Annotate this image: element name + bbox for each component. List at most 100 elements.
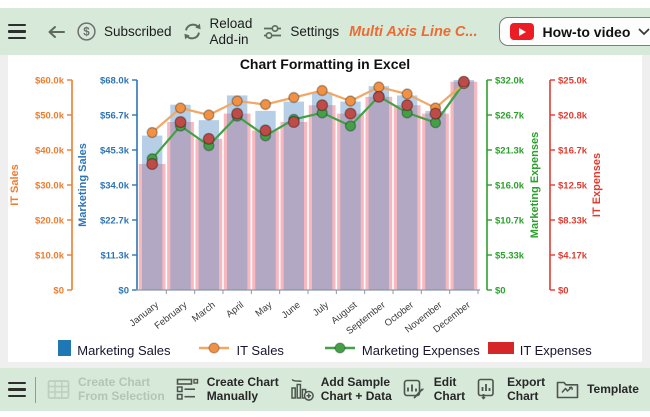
export-chart-label: Export Chart bbox=[507, 376, 545, 402]
svg-text:$0: $0 bbox=[558, 286, 569, 297]
bottom-toolbar: Create Chart From Selection Create Chart… bbox=[0, 368, 650, 411]
create-chart-manually-label: Create Chart Manually bbox=[207, 376, 279, 402]
multi-axis-chart: Chart Formatting in Excel $60.0k $50.0k $40… bbox=[9, 56, 603, 337]
label-line2: Chart + Data bbox=[320, 388, 392, 403]
markers-it-sales bbox=[146, 77, 470, 139]
create-chart-from-selection-button: Create Chart From Selection bbox=[45, 376, 165, 403]
svg-text:$45.3k: $45.3k bbox=[100, 146, 130, 157]
bars-marketing-sales bbox=[141, 80, 475, 290]
label-line2: From Selection bbox=[78, 388, 165, 403]
edit-chart-label: Edit Chart bbox=[434, 376, 465, 402]
edit-chart-button[interactable]: Edit Chart bbox=[401, 376, 465, 403]
legend-swatch-it-expenses bbox=[487, 340, 514, 361]
howto-video-label: How-to video bbox=[542, 23, 631, 40]
svg-text:June: June bbox=[280, 300, 303, 321]
chevron-down-icon bbox=[638, 28, 650, 35]
settings-sliders-icon bbox=[264, 24, 282, 39]
svg-text:July: July bbox=[311, 300, 331, 319]
template-label: Template bbox=[587, 381, 639, 396]
svg-text:Marketing Sales: Marketing Sales bbox=[77, 143, 89, 227]
reload-addin-button[interactable]: Reload Add-in bbox=[182, 16, 253, 47]
reload-label-line2: Add-in bbox=[209, 31, 249, 47]
bottom-menu-icon[interactable] bbox=[8, 381, 26, 398]
svg-text:$30.0k: $30.0k bbox=[35, 181, 65, 192]
create-chart-from-selection-label: Create Chart From Selection bbox=[78, 376, 165, 402]
svg-text:$0: $0 bbox=[495, 286, 506, 297]
svg-text:Marketing Expenses: Marketing Expenses bbox=[529, 132, 541, 238]
settings-button[interactable]: Settings bbox=[262, 23, 339, 41]
chart-title: Chart Formatting in Excel bbox=[240, 56, 410, 72]
label-line2: Chart bbox=[433, 388, 466, 403]
template-button[interactable]: Template bbox=[554, 376, 639, 403]
menu-icon[interactable] bbox=[8, 23, 26, 40]
export-chart-icon bbox=[477, 378, 494, 400]
axis-it-expenses: $25.0k $20.8k $16.7k $12.5k $8.33k $4.17k $0 IT… bbox=[549, 76, 603, 297]
svg-text:$25.0k: $25.0k bbox=[558, 76, 588, 87]
svg-text:$50.0k: $50.0k bbox=[35, 111, 65, 122]
bottom-white-strip bbox=[0, 411, 650, 417]
svg-text:$68.0k: $68.0k bbox=[100, 76, 130, 87]
app-title: Multi Axis Line C... bbox=[349, 23, 478, 40]
add-sample-chart-data-label: Add Sample Chart + Data bbox=[321, 376, 392, 402]
edit-chart-icon bbox=[403, 379, 424, 399]
svg-text:$16.0k: $16.0k bbox=[495, 181, 525, 192]
label-line1: Create Chart bbox=[206, 375, 279, 390]
svg-text:$56.7k: $56.7k bbox=[100, 111, 130, 122]
svg-text:$32.0k: $32.0k bbox=[495, 76, 525, 87]
youtube-icon bbox=[510, 23, 535, 40]
back-button[interactable] bbox=[46, 25, 66, 39]
dollar-circle-icon: $ bbox=[77, 22, 96, 41]
svg-text:April: April bbox=[224, 300, 246, 320]
create-chart-manually-button[interactable]: Create Chart Manually bbox=[174, 376, 279, 403]
svg-text:IT Sales: IT Sales bbox=[9, 164, 21, 206]
bars-it-expenses bbox=[138, 81, 478, 291]
label-line1: Export bbox=[507, 375, 546, 390]
howto-video-button[interactable]: How-to video bbox=[499, 17, 650, 46]
subscribed-label: Subscribed bbox=[104, 24, 172, 39]
svg-text:$40.0k: $40.0k bbox=[35, 146, 65, 157]
svg-text:$22.7k: $22.7k bbox=[100, 216, 130, 227]
label-line2: Chart bbox=[507, 388, 539, 403]
svg-text:$11.3k: $11.3k bbox=[100, 251, 129, 262]
svg-text:$12.5k: $12.5k bbox=[558, 181, 588, 192]
label-line1: Add Sample bbox=[320, 375, 391, 390]
svg-text:$21.3k: $21.3k bbox=[495, 146, 525, 157]
svg-text:February: February bbox=[153, 300, 190, 332]
svg-text:$20.0k: $20.0k bbox=[35, 216, 65, 227]
add-sample-chart-data-button[interactable]: Add Sample Chart + Data bbox=[288, 376, 392, 403]
svg-text:IT Expenses: IT Expenses bbox=[591, 153, 603, 217]
export-chart-button[interactable]: Export Chart bbox=[474, 376, 545, 403]
reload-icon bbox=[183, 23, 201, 40]
svg-text:$: $ bbox=[83, 27, 90, 39]
svg-text:March: March bbox=[190, 300, 218, 325]
legend-label-marketing-expenses: Marketing Expenses bbox=[361, 342, 480, 358]
axis-it-sales: $60.0k $50.0k $40.0k $30.0k $20.0k $10.0k $0 IT… bbox=[9, 76, 73, 297]
reload-addin-label: Reload Add-in bbox=[210, 16, 253, 46]
svg-text:$10.0k: $10.0k bbox=[35, 251, 65, 262]
subscribed-button[interactable]: $ Subscribed bbox=[76, 21, 172, 42]
svg-text:$26.7k: $26.7k bbox=[495, 111, 525, 122]
label-line2: Manually bbox=[206, 388, 259, 403]
legend-item-it-sales: IT Sales bbox=[198, 341, 284, 359]
svg-text:$4.17k: $4.17k bbox=[558, 251, 588, 262]
label-line1: Edit bbox=[433, 375, 457, 390]
axis-marketing-sales: $68.0k $56.7k $45.3k $34.0k $22.7k $11.3k $0 Ma… bbox=[77, 76, 138, 297]
svg-text:$60.0k: $60.0k bbox=[35, 76, 65, 87]
divider bbox=[35, 376, 36, 403]
svg-text:$5.33k: $5.33k bbox=[495, 251, 525, 262]
back-arrow-icon bbox=[48, 25, 65, 38]
legend-item-marketing-sales: Marketing Sales bbox=[58, 339, 170, 361]
legend-label-it-sales: IT Sales bbox=[236, 342, 284, 358]
label-line1: Create Chart bbox=[78, 375, 151, 390]
axis-marketing-expenses: $32.0k $26.7k $21.3k $16.0k $10.7k $5.33k $0 Ma… bbox=[486, 76, 541, 297]
template-folder-icon bbox=[556, 381, 579, 399]
top-white-strip bbox=[0, 0, 650, 8]
markers-marketing-expenses bbox=[146, 77, 470, 165]
svg-text:$20.8k: $20.8k bbox=[558, 111, 588, 122]
bar-chart-plus-icon bbox=[290, 378, 314, 401]
top-toolbar: $ Subscribed Reload Add-in Settings Mult… bbox=[0, 8, 650, 55]
form-builder-icon bbox=[176, 378, 198, 400]
label-line1: Template bbox=[587, 381, 639, 396]
legend-swatch-it-sales bbox=[198, 341, 230, 359]
